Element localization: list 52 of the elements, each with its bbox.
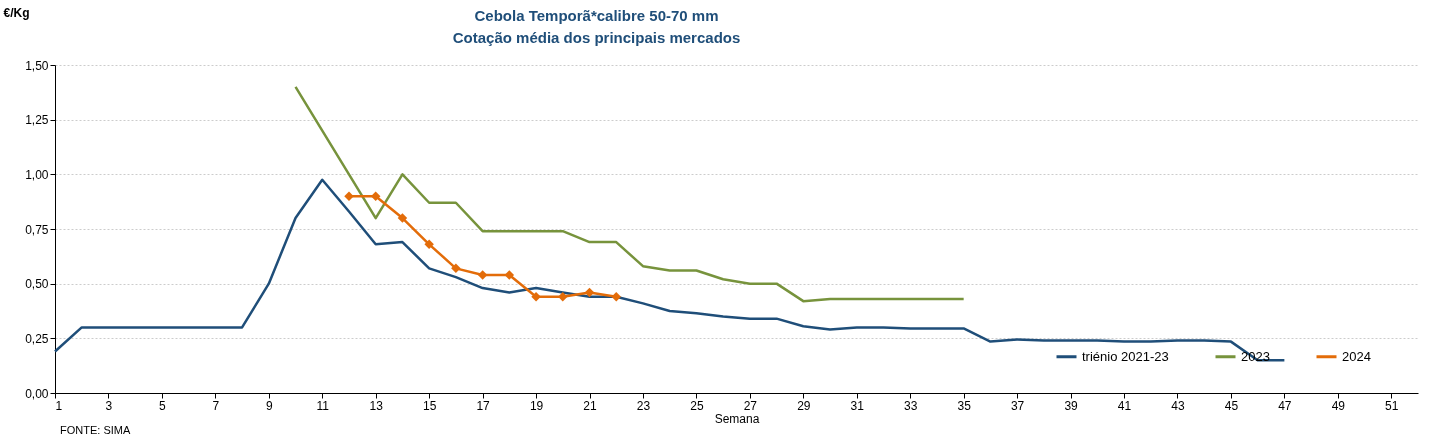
point [584, 287, 595, 298]
point [531, 292, 541, 302]
y-tick-label: 0,00 [25, 386, 49, 401]
point [558, 292, 568, 302]
x-tick-label: 51 [1385, 398, 1399, 413]
point [477, 270, 488, 280]
x-tick-label: 23 [636, 398, 651, 413]
legend-label: triénio 2021-23 [1082, 348, 1169, 364]
x-tick-label: 11 [316, 398, 330, 413]
x-tick-label: 13 [369, 398, 384, 413]
x-tick-label: 39 [1064, 398, 1079, 413]
y-axis-title: €/Kg [3, 5, 30, 20]
point [370, 191, 381, 201]
point [424, 239, 434, 250]
point [504, 270, 515, 280]
y-tick-label: 1,50 [25, 58, 49, 73]
x-tick-label: 35 [957, 398, 972, 413]
y-tick-label: 1,00 [25, 167, 49, 182]
point [397, 213, 408, 223]
legend-label: 2024 [1342, 348, 1371, 364]
x-tick-label: 41 [1117, 398, 1132, 413]
x-tick-label: 1 [55, 398, 63, 413]
x-tick-label: 17 [476, 398, 491, 413]
x-tick-label: 49 [1331, 398, 1346, 413]
x-tick-label: 29 [797, 398, 811, 413]
x-tick-label: 7 [212, 398, 220, 413]
point [611, 292, 621, 302]
x-tick-label: 15 [422, 398, 437, 413]
x-tick-label: 37 [1010, 398, 1025, 413]
x-tick-label: 45 [1224, 398, 1239, 413]
y-tick-label: 0,75 [25, 222, 49, 237]
x-tick-label: 31 [850, 398, 865, 413]
y-tick-label: 0,50 [25, 277, 49, 292]
x-tick-label: 43 [1171, 398, 1185, 413]
y-tick-label: 0,25 [25, 331, 49, 346]
x-tick-label: 27 [743, 398, 758, 413]
x-tick-label: 25 [690, 398, 704, 413]
source-note: FONTE: SIMA [60, 424, 131, 436]
x-tick-label: 5 [159, 398, 167, 413]
x-tick-label: 19 [529, 398, 544, 413]
x-tick-label: 9 [265, 398, 273, 413]
line-series [294, 85, 965, 303]
x-tick-label: 21 [583, 398, 597, 413]
x-tick-label: 3 [105, 398, 113, 413]
line-series [53, 178, 1286, 362]
x-tick-label: 47 [1278, 398, 1292, 413]
y-tick-label: 1,25 [25, 113, 49, 128]
chart-subtitle: Cotação média dos principais mercados [452, 29, 741, 46]
chart-title: Cebola Temporã*calibre 50-70 mm [474, 7, 719, 24]
x-axis-title: Semana [714, 411, 760, 426]
point [451, 263, 461, 274]
x-tick-label: 33 [904, 398, 918, 413]
